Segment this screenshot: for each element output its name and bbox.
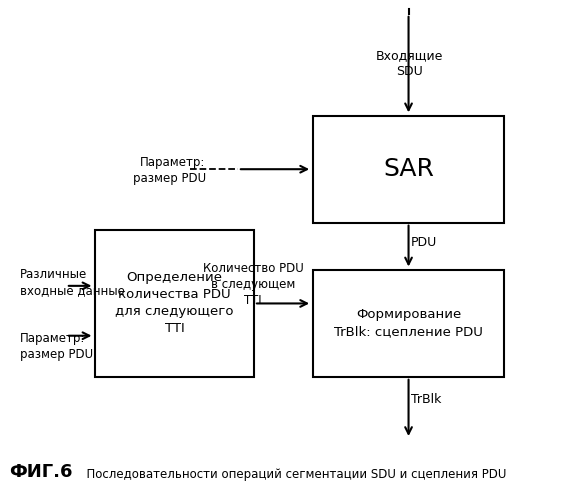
Text: PDU: PDU xyxy=(411,236,437,249)
Text: TrBlk: TrBlk xyxy=(411,392,441,406)
Text: SAR: SAR xyxy=(383,157,434,181)
Text: Различные
входные данные: Различные входные данные xyxy=(20,268,125,297)
Text: Количество PDU
в следующем
TTI: Количество PDU в следующем TTI xyxy=(203,262,303,307)
Text: Входящие
SDU: Входящие SDU xyxy=(376,50,443,78)
Text: Последовательности операций сегментации SDU и сцепления PDU: Последовательности операций сегментации … xyxy=(79,468,507,481)
Bar xyxy=(313,116,504,222)
Text: Определение
количества PDU
для следующего
TTI: Определение количества PDU для следующег… xyxy=(115,272,234,336)
Text: Формирование
TrBlk: сцепление PDU: Формирование TrBlk: сцепление PDU xyxy=(334,308,483,338)
Text: Параметр:
размер PDU: Параметр: размер PDU xyxy=(20,332,93,362)
Text: Параметр:
размер PDU: Параметр: размер PDU xyxy=(133,156,205,185)
Bar xyxy=(95,230,254,377)
Bar xyxy=(313,270,504,377)
Text: ФИГ.6: ФИГ.6 xyxy=(9,463,73,481)
